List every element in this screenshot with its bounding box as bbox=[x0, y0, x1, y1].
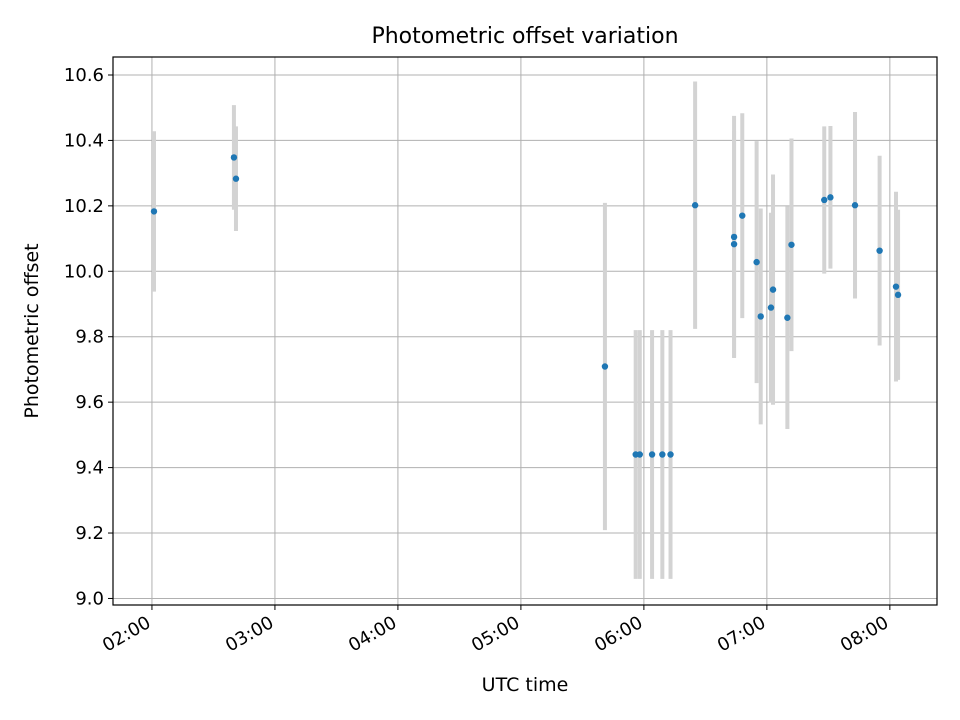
data-point bbox=[876, 247, 883, 254]
data-point bbox=[730, 240, 738, 248]
data-point bbox=[739, 212, 746, 219]
grid bbox=[113, 57, 937, 605]
data-point bbox=[767, 304, 775, 311]
x-axis-label: UTC time bbox=[482, 674, 569, 696]
data-point bbox=[659, 451, 666, 458]
y-tick-label: 9.0 bbox=[75, 588, 104, 609]
x-tick-label: 07:00 bbox=[714, 612, 769, 656]
y-tick-label: 9.8 bbox=[75, 327, 104, 348]
y-tick-label: 10.2 bbox=[64, 196, 104, 217]
y-tick-label: 10.6 bbox=[64, 65, 104, 86]
data-point bbox=[784, 314, 791, 321]
x-tick-label: 06:00 bbox=[591, 612, 646, 656]
data-point bbox=[691, 202, 699, 209]
data-points bbox=[150, 154, 902, 458]
data-point bbox=[601, 363, 609, 370]
x-tick-label: 08:00 bbox=[837, 612, 892, 656]
y-tick-label: 10.0 bbox=[64, 261, 104, 282]
chart-title: Photometric offset variation bbox=[371, 24, 678, 49]
y-tick-label: 10.4 bbox=[64, 130, 104, 151]
plot-frame bbox=[112, 56, 938, 606]
x-tick-label: 02:00 bbox=[99, 612, 154, 656]
data-point bbox=[232, 175, 240, 182]
data-point bbox=[892, 283, 900, 290]
data-point bbox=[851, 202, 859, 209]
data-point bbox=[667, 451, 674, 458]
y-axis-label: Photometric offset bbox=[21, 243, 43, 418]
y-tick-label: 9.6 bbox=[75, 392, 104, 413]
data-point bbox=[636, 451, 643, 458]
data-point bbox=[150, 208, 158, 215]
data-point bbox=[821, 196, 828, 204]
data-point bbox=[788, 241, 795, 248]
data-point bbox=[769, 286, 777, 293]
data-point bbox=[648, 451, 656, 458]
x-tick-label: 03:00 bbox=[222, 612, 277, 656]
data-point bbox=[757, 313, 764, 320]
x-axis-ticks: 02:00 03:00 04:00 05:00 06:00 07:00 08:00 bbox=[99, 605, 892, 656]
data-point bbox=[753, 258, 760, 266]
data-point bbox=[894, 291, 902, 299]
data-point bbox=[230, 154, 238, 161]
data-point bbox=[827, 194, 834, 201]
y-axis-ticks: 9.0 9.2 9.4 9.6 9.8 10.0 10.2 10.4 10.6 bbox=[64, 65, 113, 609]
data-point bbox=[730, 233, 738, 241]
y-tick-label: 9.2 bbox=[75, 523, 104, 544]
error-bars bbox=[151, 81, 901, 579]
y-tick-label: 9.4 bbox=[75, 458, 104, 479]
x-tick-label: 05:00 bbox=[468, 612, 523, 656]
x-tick-label: 04:00 bbox=[345, 612, 400, 656]
